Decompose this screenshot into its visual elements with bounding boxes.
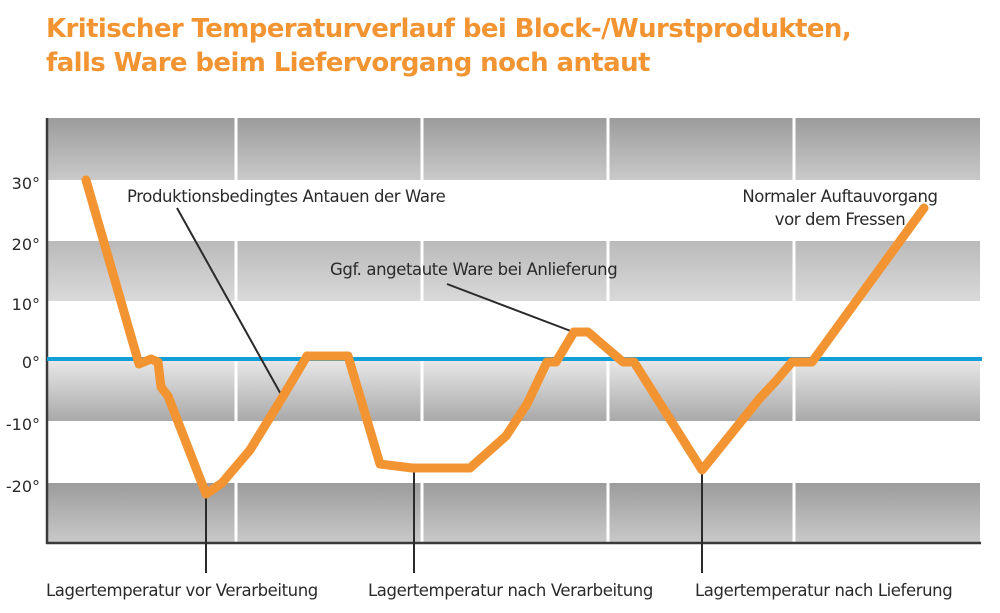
y-tick: 30° <box>12 174 40 193</box>
y-tick: 10° <box>12 295 40 314</box>
annotation-normal-thaw-line2: vor dem Fressen <box>775 210 906 229</box>
label-after-processing: Lagertemperatur nach Verarbeitung <box>368 581 653 600</box>
annotation-delivery-thawed: Ggf. angetaute Ware bei Anlieferung <box>330 260 617 279</box>
y-tick: 20° <box>12 235 40 254</box>
temperature-curve <box>81 175 929 499</box>
y-tick: 0° <box>22 353 40 372</box>
band <box>46 180 980 241</box>
axes <box>45 118 981 545</box>
label-after-delivery: Lagertemperatur nach Lieferung <box>695 581 952 600</box>
chart-title-line1: Kritischer Temperaturverlauf bei Block-/… <box>46 14 852 44</box>
leader-line <box>446 283 577 334</box>
y-tick: -20° <box>6 477 40 496</box>
label-before-processing: Lagertemperatur vor Verarbeitung <box>46 581 318 600</box>
chart-title-line2: falls Ware beim Liefervorgang noch antau… <box>46 48 650 78</box>
y-tick-labels: 30° 20° 10° 0° -10° -20° <box>6 174 40 496</box>
chart-title: Kritischer Temperaturverlauf bei Block-/… <box>46 12 852 80</box>
annotation-production-thawing: Produktionsbedingtes Antauen der Ware <box>127 187 446 206</box>
band <box>46 483 980 543</box>
bottom-labels: Lagertemperatur vor Verarbeitung Lagerte… <box>46 581 953 600</box>
leader-lines <box>176 207 703 573</box>
annotations: Produktionsbedingtes Antauen der Ware Gg… <box>127 187 938 279</box>
band <box>46 359 980 421</box>
annotation-normal-thaw-line1: Normaler Auftauvorgang <box>742 187 937 206</box>
leader-line <box>176 207 284 399</box>
band <box>46 118 980 180</box>
y-tick: -10° <box>6 415 40 434</box>
